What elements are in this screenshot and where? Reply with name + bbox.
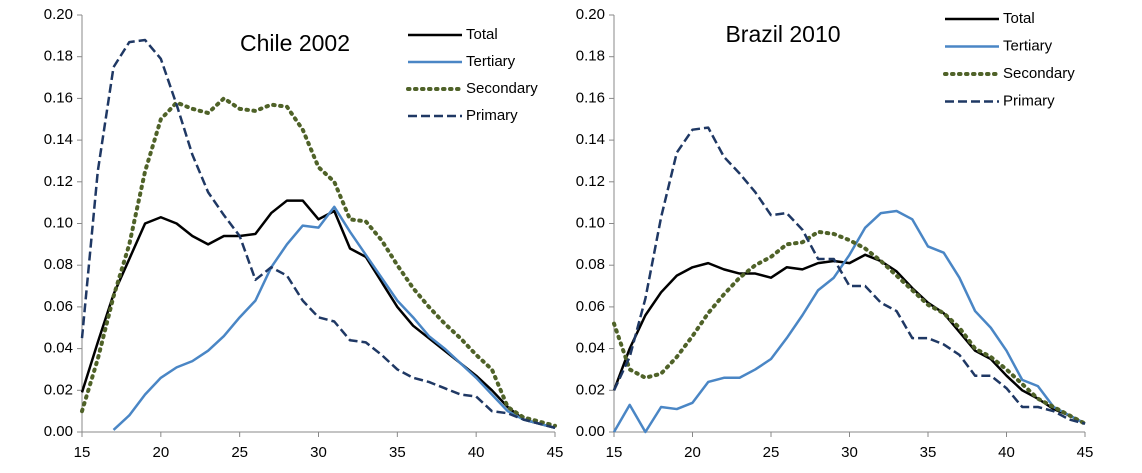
legend-label: Tertiary: [466, 53, 516, 70]
y-tick-label: 0.12: [44, 173, 73, 190]
x-tick-label: 40: [468, 444, 485, 461]
chart-title: Brazil 2010: [725, 21, 840, 47]
y-tick-label: 0.00: [576, 423, 605, 440]
y-tick-label: 0.12: [576, 173, 605, 190]
series-line: [112, 205, 556, 431]
x-tick-label: 30: [310, 444, 327, 461]
x-tick-label: 45: [1077, 444, 1094, 461]
y-tick-label: 0.02: [44, 381, 73, 398]
y-tick-label: 0.02: [576, 381, 605, 398]
y-tick-label: 0.16: [44, 89, 73, 106]
chart-title: Chile 2002: [240, 30, 350, 56]
y-tick-label: 0.06: [576, 298, 605, 315]
series-line: [612, 209, 1086, 434]
y-tick-label: 0.10: [44, 214, 73, 231]
x-tick-label: 30: [841, 444, 858, 461]
y-tick-label: 0.20: [576, 6, 605, 23]
series-line: [612, 126, 1086, 425]
y-tick-label: 0.08: [44, 256, 73, 273]
legend-label: Primary: [466, 107, 518, 124]
x-tick-label: 15: [606, 444, 623, 461]
x-tick-label: 25: [231, 444, 248, 461]
x-tick-label: 15: [74, 444, 91, 461]
y-tick-label: 0.08: [576, 256, 605, 273]
legend-label: Tertiary: [1003, 37, 1053, 54]
x-tick-label: 20: [152, 444, 169, 461]
series-line: [612, 229, 1087, 426]
y-tick-label: 0.06: [44, 298, 73, 315]
y-tick-label: 0.14: [44, 131, 73, 148]
legend-label: Secondary: [466, 80, 538, 97]
y-tick-label: 0.18: [576, 48, 605, 65]
legend-label: Total: [466, 26, 498, 43]
x-tick-label: 45: [547, 444, 564, 461]
legend-label: Secondary: [1003, 65, 1075, 82]
series-line: [80, 38, 556, 430]
y-tick-label: 0.00: [44, 423, 73, 440]
x-tick-label: 35: [389, 444, 406, 461]
y-tick-label: 0.14: [576, 131, 605, 148]
legend-label: Total: [1003, 10, 1035, 27]
series-line: [612, 253, 1086, 425]
series-line: [80, 199, 556, 430]
series-line: [80, 96, 557, 428]
x-tick-label: 20: [684, 444, 701, 461]
x-tick-label: 25: [763, 444, 780, 461]
legend-label: Primary: [1003, 92, 1055, 109]
y-tick-label: 0.18: [44, 48, 73, 65]
y-tick-label: 0.10: [576, 214, 605, 231]
y-tick-label: 0.16: [576, 89, 605, 106]
x-tick-label: 35: [920, 444, 937, 461]
y-tick-label: 0.04: [576, 340, 605, 357]
y-tick-label: 0.04: [44, 340, 73, 357]
y-tick-label: 0.20: [44, 6, 73, 23]
x-tick-label: 40: [998, 444, 1015, 461]
